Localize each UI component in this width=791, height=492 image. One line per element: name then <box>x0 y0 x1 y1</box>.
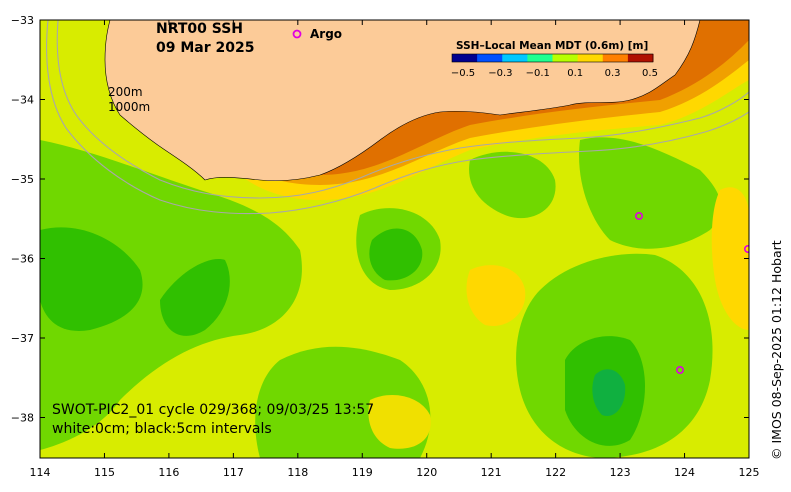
contour-1000m-label: 1000m <box>108 100 150 114</box>
swot-pass-info: SWOT-PIC2_01 cycle 029/368; 09/03/25 13:… <box>52 402 374 418</box>
map-date: 09 Mar 2025 <box>156 40 254 56</box>
x-tick-label: 124 <box>674 466 695 479</box>
colorbar-tick-label: −0.1 <box>526 68 550 79</box>
y-tick-label: −34 <box>11 94 34 107</box>
colorbar-segment <box>602 54 629 62</box>
contour-200m <box>56 20 749 199</box>
colorbar-tick-label: −0.3 <box>488 68 512 79</box>
x-tick-label: 115 <box>94 466 115 479</box>
x-tick-label: 119 <box>352 466 373 479</box>
map-title: NRT00 SSH <box>156 21 243 37</box>
plot-frame <box>39 19 750 459</box>
x-tick-label: 121 <box>481 466 502 479</box>
argo-float <box>675 365 684 374</box>
ssh-mid-east <box>711 187 749 330</box>
colorbar-gradient <box>451 53 654 63</box>
x-tick-label: 123 <box>610 466 631 479</box>
colorbar-segment <box>627 54 654 62</box>
contour-interval-info: white:0cm; black:5cm intervals <box>52 421 272 437</box>
y-axis: −33 −34 −35 −36 −37 −38 <box>11 14 749 425</box>
x-tick-label: 114 <box>30 466 51 479</box>
x-tick-label: 122 <box>545 466 566 479</box>
argo-legend-icon <box>292 29 302 39</box>
colorbar-segment <box>577 54 604 62</box>
colorbar-border <box>451 53 654 63</box>
argo-float <box>634 212 643 221</box>
argo-floats <box>634 212 749 374</box>
ssh-lower-center <box>369 228 423 281</box>
ssh-mid-south <box>368 395 431 449</box>
colorbar-segment <box>552 54 579 62</box>
y-tick-label: −37 <box>11 332 34 345</box>
colorbar-tick-label: 0.3 <box>605 68 621 79</box>
ssh-field <box>40 20 749 458</box>
imos-credit: © IMOS 08-Sep-2025 01:12 Hobart <box>769 240 784 460</box>
colorbar-segment <box>452 54 478 62</box>
colorbar-tick-label: 0.5 <box>642 68 658 79</box>
x-tick-label: 118 <box>287 466 308 479</box>
x-tick-label: 117 <box>223 466 244 479</box>
ssh-lower-west <box>40 227 143 331</box>
colorbar-segment <box>477 54 503 62</box>
colorbar-tick-label: −0.5 <box>451 68 475 79</box>
y-tick-label: −35 <box>11 173 34 186</box>
colorbar-ticks: −0.5 −0.3 −0.1 0.1 0.3 0.5 <box>451 68 658 79</box>
argo-legend-label: Argo <box>310 27 342 41</box>
colorbar: SSH–Local Mean MDT (0.6m) [m] −0.5 −0.3 −0… <box>451 40 658 79</box>
ssh-lower-center-west <box>160 259 230 336</box>
y-tick-label: −36 <box>11 253 34 266</box>
colorbar-segment <box>527 54 553 62</box>
y-tick-label: −33 <box>11 14 34 27</box>
argo-float <box>744 245 749 253</box>
y-tick-label: −38 <box>11 412 34 425</box>
x-axis: 114 115 116 117 118 119 120 121 122 123 124 125 <box>30 20 760 479</box>
contour-200m-label: 200m <box>108 85 143 99</box>
ssh-low-north <box>469 151 556 219</box>
ssh-lowest-southeast <box>592 369 626 416</box>
ssh-low-east <box>579 137 721 249</box>
x-tick-label: 116 <box>158 466 179 479</box>
colorbar-segment <box>502 54 528 62</box>
x-tick-label: 125 <box>739 466 760 479</box>
x-tick-label: 120 <box>416 466 437 479</box>
ssh-mid-center <box>466 265 526 326</box>
colorbar-tick-label: 0.1 <box>567 68 583 79</box>
colorbar-title: SSH–Local Mean MDT (0.6m) [m] <box>456 40 648 52</box>
contour-1000m <box>46 20 749 215</box>
